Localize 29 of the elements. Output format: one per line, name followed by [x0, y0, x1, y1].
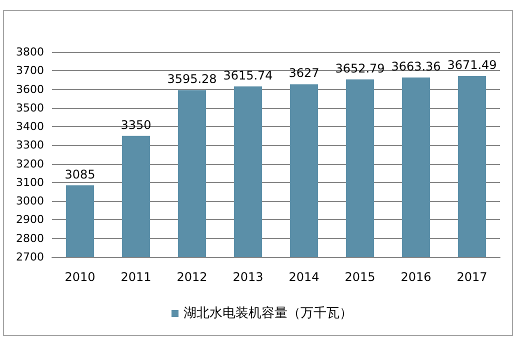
legend-label: 湖北水电装机容量（万千瓦）	[184, 305, 352, 321]
y-tick-label: 2900	[16, 213, 44, 226]
x-tick-label: 2014	[288, 270, 320, 284]
data-label: 3615.74	[223, 68, 273, 82]
data-label: 3671.49	[447, 58, 497, 72]
y-tick-label: 3800	[16, 46, 44, 58]
x-tick-label: 2015	[344, 270, 376, 284]
data-label: 3595.28	[167, 72, 217, 86]
data-label: 3350	[120, 118, 152, 132]
x-tick-label: 2012	[176, 270, 208, 284]
y-tick-label: 3300	[16, 138, 44, 152]
y-tick-label: 3700	[16, 64, 44, 78]
y-tick-label: 2700	[16, 250, 44, 264]
x-tick-label: 2011	[120, 270, 152, 284]
y-tick-label: 3000	[16, 194, 44, 208]
x-tick-label: 2016	[400, 270, 432, 284]
x-tick-label: 2017	[456, 270, 488, 284]
data-label: 3663.36	[391, 59, 441, 74]
y-tick-label: 3400	[16, 120, 44, 134]
y-tick-label: 3200	[16, 157, 44, 170]
data-label: 3085	[64, 167, 96, 182]
y-tick-label: 3100	[16, 176, 44, 189]
data-label: 3627	[288, 66, 320, 80]
x-tick-label: 2010	[64, 270, 96, 284]
y-tick-label: 3600	[16, 82, 44, 96]
data-label: 3652.79	[335, 61, 385, 76]
x-tick-label: 2013	[232, 270, 264, 284]
y-tick-label: 3500	[16, 101, 44, 114]
y-tick-label: 2800	[16, 232, 44, 245]
